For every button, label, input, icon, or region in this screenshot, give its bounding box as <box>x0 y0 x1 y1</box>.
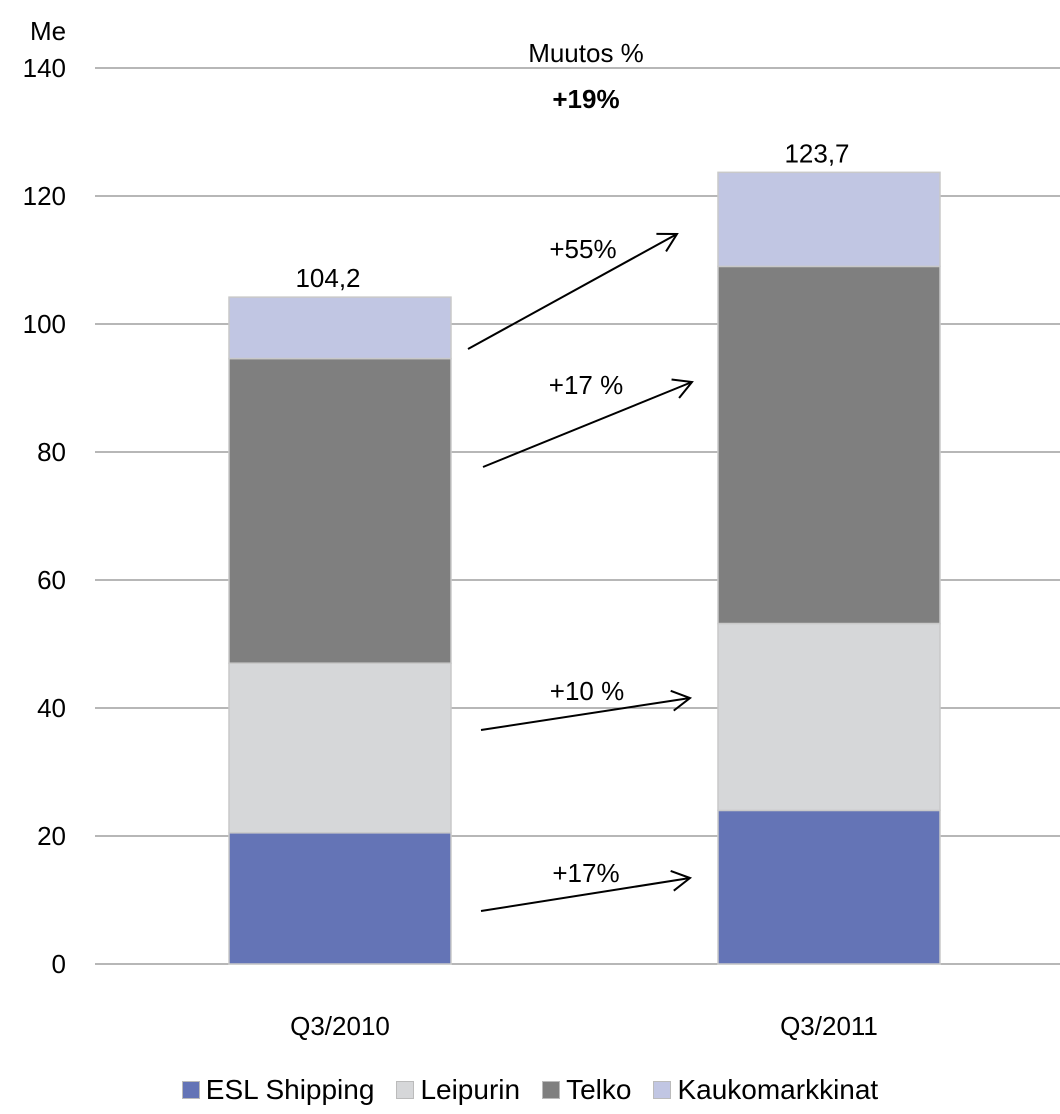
y-tick-label: 60 <box>37 565 66 595</box>
legend-swatch <box>542 1081 561 1099</box>
legend-label: Telko <box>566 1074 632 1105</box>
x-tick-label: Q3/2010 <box>290 1011 390 1041</box>
bar-segment <box>228 357 452 664</box>
y-tick-label: 0 <box>52 949 66 979</box>
legend-swatch <box>396 1081 415 1099</box>
change-header-label: Muutos % <box>528 38 644 68</box>
bar-segment <box>717 265 941 625</box>
legend-label: Leipurin <box>420 1074 521 1105</box>
legend-item: Kaukomarkkinat <box>653 1074 878 1106</box>
y-tick-label: 100 <box>23 309 66 339</box>
bar-segment <box>228 832 452 965</box>
legend-label: Kaukomarkkinat <box>677 1074 879 1105</box>
legend-item: ESL Shipping <box>181 1074 375 1106</box>
y-unit-label: Me <box>30 16 66 46</box>
y-tick-label: 80 <box>37 437 66 467</box>
legend-item: Leipurin <box>396 1074 520 1106</box>
bar-segment <box>228 296 452 360</box>
change-arrow <box>482 378 694 468</box>
axes: 0 20 40 60 80 100 120 140 Me Q3/2010 Q3/2011 <box>23 16 878 1041</box>
change-label: +17 % <box>549 370 623 400</box>
bar-total-label: 104,2 <box>295 263 360 293</box>
bar-segment <box>717 809 941 965</box>
y-tick-label: 120 <box>23 181 66 211</box>
bar-segment <box>228 662 452 834</box>
change-header-value: +19% <box>552 84 619 114</box>
y-tick-label: 20 <box>37 821 66 851</box>
legend-label: ESL Shipping <box>205 1074 375 1105</box>
change-arrow <box>480 869 693 912</box>
legend-swatch <box>181 1081 200 1099</box>
bar-total-label: 123,7 <box>784 138 849 168</box>
change-arrow <box>480 689 693 731</box>
y-tick-label: 140 <box>23 53 66 83</box>
x-tick-label: Q3/2011 <box>780 1011 878 1041</box>
y-tick-label: 40 <box>37 693 66 723</box>
change-label: +55% <box>549 234 616 264</box>
legend-swatch <box>653 1081 672 1099</box>
bar-segment <box>717 622 941 812</box>
change-label: +10 % <box>550 676 624 706</box>
annotations: 104,2 123,7 Muutos % +19% +55% +17 % +10 % +17% <box>295 38 850 912</box>
change-label: +17% <box>552 858 619 888</box>
bars <box>228 171 941 965</box>
legend-item: Telko <box>542 1074 631 1106</box>
change-arrow <box>467 232 679 350</box>
stacked-bar-chart: 0 20 40 60 80 100 120 140 Me Q3/2010 Q3/2011 104,2… <box>23 16 1060 1041</box>
bar-segment <box>717 171 941 268</box>
legend: ESL Shipping Leipurin Telko Kaukomarkkinat <box>0 1074 1060 1106</box>
